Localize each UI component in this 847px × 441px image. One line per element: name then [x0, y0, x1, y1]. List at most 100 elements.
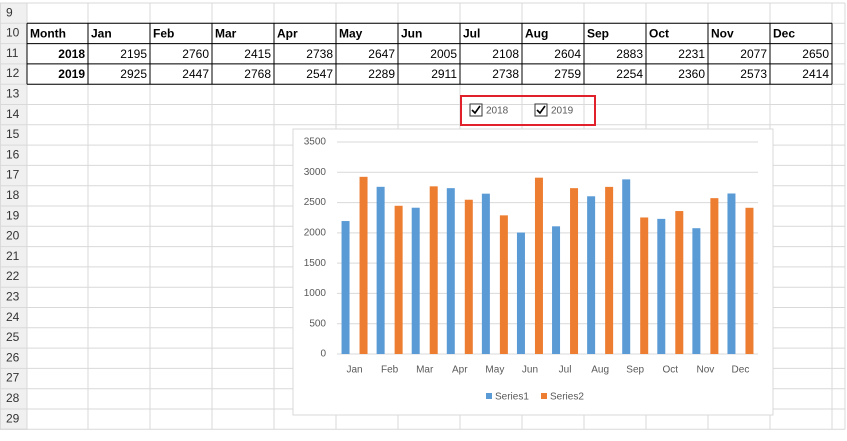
value-cell: 2231 — [678, 47, 705, 61]
legend-label: Series1 — [495, 392, 529, 403]
row-number: 23 — [6, 290, 20, 304]
column-header-cell: Apr — [277, 27, 298, 41]
column-header-cell: Aug — [525, 27, 548, 41]
column-header-cell: Month — [30, 27, 66, 41]
x-tick-label: Oct — [663, 365, 679, 376]
x-tick-label: Aug — [591, 365, 609, 376]
x-tick-label: Jan — [346, 365, 362, 376]
column-header-cell: May — [339, 27, 363, 41]
value-cell: 2738 — [492, 67, 519, 81]
row-number: 22 — [6, 269, 20, 283]
y-tick-label: 2500 — [304, 197, 327, 208]
bar — [640, 217, 649, 354]
row-number: 27 — [6, 371, 20, 385]
value-cell: 2759 — [554, 67, 581, 81]
value-cell: 2547 — [306, 67, 333, 81]
row-number: 21 — [6, 249, 20, 263]
x-tick-label: Mar — [416, 365, 434, 376]
x-tick-label: Jul — [559, 365, 572, 376]
row-number: 20 — [6, 229, 20, 243]
value-cell: 2604 — [554, 47, 581, 61]
legend-swatch — [486, 393, 492, 399]
value-cell: 2925 — [120, 67, 147, 81]
x-tick-label: Feb — [381, 365, 399, 376]
row-label-cell: 2018 — [58, 47, 85, 61]
bar — [464, 199, 473, 354]
row-label-cell: 2019 — [58, 67, 85, 81]
value-cell: 2573 — [740, 67, 767, 81]
bar — [622, 179, 631, 354]
row-number: 26 — [6, 350, 20, 364]
bar — [587, 196, 596, 354]
bar — [516, 232, 525, 354]
value-cell: 2005 — [430, 47, 457, 61]
row-number: 25 — [6, 330, 20, 344]
checkbox-label[interactable]: 2018 — [486, 106, 509, 117]
y-tick-label: 3500 — [304, 137, 327, 148]
checkbox[interactable] — [534, 103, 548, 117]
bar — [657, 218, 666, 354]
row-number: 12 — [6, 66, 20, 80]
bar — [675, 211, 684, 354]
row-header-column — [0, 2, 28, 430]
row-number: 28 — [6, 391, 20, 405]
value-cell: 2911 — [431, 67, 457, 81]
value-cell: 2077 — [740, 47, 767, 61]
column-header-cell: Nov — [711, 27, 734, 41]
column-header-cell: Sep — [587, 27, 609, 41]
value-cell: 2254 — [616, 67, 643, 81]
bar — [359, 176, 368, 354]
column-header-cell: Jun — [401, 27, 422, 41]
bar — [481, 193, 490, 354]
value-cell: 2447 — [182, 67, 209, 81]
checkbox[interactable] — [469, 103, 483, 117]
row-number: 29 — [6, 411, 20, 425]
bar — [552, 226, 561, 354]
value-cell: 2650 — [802, 47, 829, 61]
value-cell: 2108 — [492, 47, 519, 61]
bar — [446, 188, 455, 354]
y-tick-label: 3000 — [304, 167, 327, 178]
value-cell: 2415 — [244, 47, 271, 61]
checkbox-label[interactable]: 2019 — [551, 106, 574, 117]
y-tick-label: 0 — [320, 349, 326, 360]
row-number: 14 — [6, 107, 20, 121]
row-number: 13 — [6, 87, 20, 101]
checkmark — [471, 105, 481, 115]
bar — [745, 207, 754, 354]
bar — [710, 198, 719, 354]
row-number: 18 — [6, 188, 20, 202]
value-cell: 2195 — [120, 47, 147, 61]
value-cell: 2360 — [678, 67, 705, 81]
bar — [605, 186, 614, 354]
checkmark — [536, 105, 546, 115]
bar — [727, 193, 736, 354]
column-header-cell: Oct — [649, 27, 669, 41]
x-tick-label: Sep — [626, 365, 644, 376]
row-number: 9 — [6, 5, 13, 19]
bar — [692, 228, 701, 354]
row-number: 24 — [6, 310, 20, 324]
row-number: 19 — [6, 208, 20, 222]
x-tick-label: Apr — [452, 365, 468, 376]
value-cell: 2647 — [368, 47, 395, 61]
row-number: 17 — [6, 168, 20, 182]
y-tick-label: 1000 — [304, 288, 327, 299]
y-tick-label: 500 — [309, 318, 326, 329]
row-number: 11 — [6, 46, 19, 60]
column-header-cell: Jan — [91, 27, 112, 41]
checkbox-highlight — [460, 95, 596, 126]
value-cell: 2414 — [802, 67, 829, 81]
bar — [499, 215, 508, 354]
column-header-cell: Feb — [153, 27, 174, 41]
y-tick-label: 1500 — [304, 258, 327, 269]
value-cell: 2768 — [244, 67, 271, 81]
value-cell: 2760 — [182, 47, 209, 61]
bar — [341, 221, 350, 354]
x-tick-label: Jun — [522, 365, 538, 376]
x-tick-label: Nov — [696, 365, 714, 376]
column-header-cell: Dec — [773, 27, 795, 41]
bar — [376, 186, 385, 354]
legend-swatch — [541, 393, 547, 399]
